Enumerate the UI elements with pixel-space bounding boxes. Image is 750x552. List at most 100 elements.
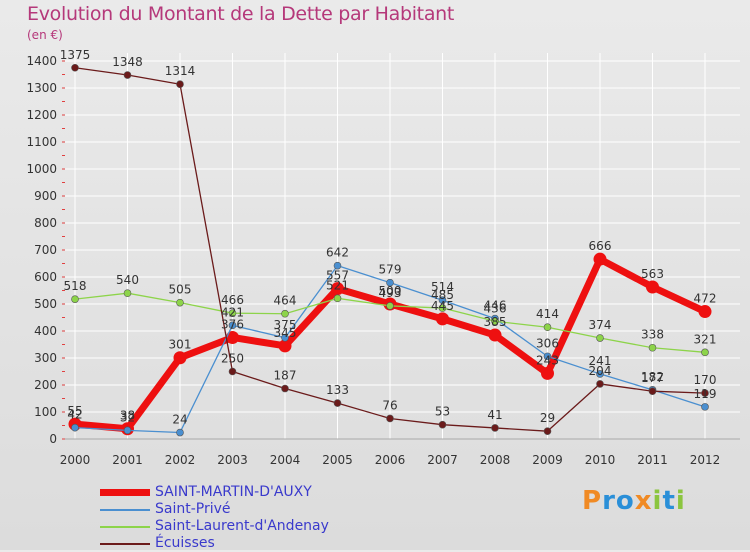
legend-swatch xyxy=(100,489,150,496)
legend-swatch xyxy=(100,526,150,528)
data-label-1: 119 xyxy=(694,387,717,401)
data-label-3: 250 xyxy=(221,352,244,366)
x-tick-label: 2006 xyxy=(375,453,406,467)
data-label-2: 436 xyxy=(484,301,507,315)
series-point-0 xyxy=(173,351,187,365)
data-label-2: 493 xyxy=(379,286,402,300)
series-point-0 xyxy=(278,339,292,353)
data-label-3: 133 xyxy=(326,383,349,397)
series-point-3 xyxy=(386,414,394,423)
series-point-3 xyxy=(228,367,237,376)
series-point-2 xyxy=(333,294,342,303)
data-label-0: 557 xyxy=(326,269,349,283)
series-point-0 xyxy=(331,282,344,296)
series-point-3 xyxy=(333,399,342,407)
x-tick-label: 2012 xyxy=(690,453,721,467)
series-point-1 xyxy=(71,423,79,432)
series-point-0 xyxy=(488,328,502,342)
series-point-1 xyxy=(596,370,604,378)
series-point-1 xyxy=(701,403,709,411)
legend-label: Écuisses xyxy=(155,535,215,551)
data-label-1: 32 xyxy=(120,410,135,424)
data-label-3: 1375 xyxy=(60,48,91,62)
series-point-1 xyxy=(123,426,132,435)
data-label-0: 500 xyxy=(379,284,402,298)
series-point-3 xyxy=(123,71,132,79)
y-tick-label: 1200 xyxy=(26,108,57,122)
y-tick-label: 1000 xyxy=(26,162,57,176)
legend-swatch xyxy=(100,509,150,511)
y-tick-label: 0 xyxy=(49,432,57,446)
legend-label: SAINT-MARTIN-D'AUXY xyxy=(155,484,312,500)
proxiti-logo: Proxiti xyxy=(582,486,686,516)
data-label-0: 376 xyxy=(221,317,244,331)
series-point-3 xyxy=(281,384,289,393)
data-label-1: 642 xyxy=(326,246,349,260)
data-label-2: 521 xyxy=(326,278,349,292)
data-label-3: 204 xyxy=(589,364,612,378)
data-label-3: 41 xyxy=(487,408,502,422)
series-point-2 xyxy=(228,309,237,317)
axis-layer: 0 100 200 300 400 500 600 700 800 900 1000 1100 1200… xyxy=(26,54,740,467)
x-tick-label: 2004 xyxy=(270,453,301,467)
series-point-3 xyxy=(701,389,709,397)
data-label-3: 170 xyxy=(694,373,717,387)
series-point-2 xyxy=(438,304,447,312)
y-tick-label: 400 xyxy=(34,324,57,338)
data-label-2: 338 xyxy=(641,328,664,342)
legend-label: Saint-Laurent-d'Andenay xyxy=(155,518,329,534)
data-label-2: 374 xyxy=(589,318,612,332)
series-point-0 xyxy=(593,252,607,266)
data-label-2: 518 xyxy=(64,279,87,293)
series-point-3 xyxy=(543,427,552,435)
y-tick-label: 1300 xyxy=(26,81,57,95)
data-label-2: 505 xyxy=(169,283,192,297)
series-point-1 xyxy=(228,321,237,330)
y-tick-label: 900 xyxy=(34,189,57,203)
data-label-1: 421 xyxy=(221,305,244,319)
x-tick-label: 2011 xyxy=(637,453,668,467)
series-point-3 xyxy=(438,420,447,429)
data-label-2: 485 xyxy=(431,288,454,302)
series-point-1 xyxy=(176,428,184,437)
data-label-1: 306 xyxy=(536,336,559,350)
legend-label: Saint-Privé xyxy=(155,501,231,517)
data-label-3: 29 xyxy=(540,411,555,425)
data-label-0: 563 xyxy=(641,267,664,281)
series-point-1 xyxy=(281,333,289,342)
y-tick-label: 500 xyxy=(34,297,57,311)
series-point-0 xyxy=(698,305,712,319)
y-tick-label: 700 xyxy=(34,243,57,257)
x-tick-label: 2001 xyxy=(112,453,143,467)
data-label-layer: 55 38 301 376 345 557 500 445 385 243 666 563 472 42 3… xyxy=(60,48,717,427)
x-tick-label: 2010 xyxy=(585,453,616,467)
data-label-0: 301 xyxy=(169,338,192,352)
data-label-0: 445 xyxy=(431,299,454,313)
data-label-1: 375 xyxy=(274,318,297,332)
series-point-0 xyxy=(541,366,554,380)
chart-title: Evolution du Montant de la Dette par Hab… xyxy=(27,3,455,25)
series-point-2 xyxy=(543,323,552,332)
series-point-0 xyxy=(646,280,659,294)
series-point-0 xyxy=(436,312,449,326)
x-tick-label: 2008 xyxy=(480,453,511,467)
series-point-0 xyxy=(226,330,239,344)
data-label-3: 177 xyxy=(641,371,664,385)
data-label-0: 38 xyxy=(120,409,135,423)
data-label-0: 55 xyxy=(67,404,82,418)
x-tick-label: 2005 xyxy=(322,453,353,467)
data-label-1: 42 xyxy=(67,408,82,422)
series-point-3 xyxy=(596,380,604,388)
series-point-2 xyxy=(123,289,132,298)
data-label-2: 321 xyxy=(694,332,717,346)
series-point-2 xyxy=(71,295,79,303)
series-point-1 xyxy=(543,352,552,361)
x-tick-label: 2003 xyxy=(217,453,248,467)
series-point-3 xyxy=(176,80,184,89)
data-label-1: 24 xyxy=(172,413,187,427)
series-point-2 xyxy=(176,298,184,307)
data-label-3: 187 xyxy=(274,369,297,383)
x-tick-label: 2007 xyxy=(427,453,458,467)
data-label-0: 472 xyxy=(694,292,717,306)
